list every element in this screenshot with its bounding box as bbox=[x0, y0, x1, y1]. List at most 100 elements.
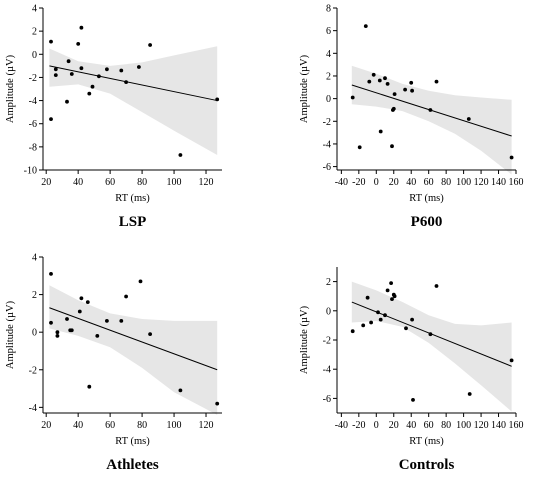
data-point bbox=[403, 87, 407, 92]
panel-title: Controls bbox=[399, 457, 455, 473]
data-point bbox=[361, 323, 366, 328]
data-point bbox=[467, 392, 472, 396]
x-tick-label: 40 bbox=[73, 420, 83, 431]
y-tick-label: -6 bbox=[323, 394, 331, 405]
data-point bbox=[357, 145, 362, 150]
x-tick-label: 80 bbox=[137, 420, 147, 431]
data-point bbox=[79, 66, 84, 71]
data-point bbox=[410, 317, 414, 322]
data-point bbox=[69, 328, 74, 333]
y-tick-label: -2 bbox=[29, 73, 37, 84]
data-point bbox=[138, 279, 143, 284]
y-tick-label: 6 bbox=[326, 26, 331, 37]
y-tick-label: 2 bbox=[32, 290, 37, 301]
data-point bbox=[392, 92, 397, 96]
data-point bbox=[49, 39, 53, 44]
data-point bbox=[434, 79, 439, 84]
y-tick-label: 4 bbox=[32, 253, 37, 264]
x-tick-label: 0 bbox=[374, 420, 379, 431]
y-tick-label: -4 bbox=[323, 365, 331, 376]
data-point bbox=[509, 358, 514, 363]
data-point bbox=[77, 309, 82, 314]
x-tick-label: 20 bbox=[41, 177, 51, 188]
x-tick-label: 40 bbox=[406, 420, 416, 431]
y-axis-label: Amplitude (µV) bbox=[299, 54, 310, 123]
x-axis-label: RT (ms) bbox=[409, 193, 444, 204]
panel-0: -10 -8 -6 -4 -2 0 2 4 20 40 60 80 100 120 RT (ms) Ampli… bbox=[5, 4, 222, 230]
confidence-band bbox=[49, 285, 218, 415]
x-axis-label: RT (ms) bbox=[409, 436, 444, 447]
data-point bbox=[87, 384, 92, 389]
confidence-band bbox=[49, 46, 218, 156]
data-point bbox=[55, 334, 60, 338]
x-axis-label: RT (ms) bbox=[115, 436, 150, 447]
data-point bbox=[367, 79, 372, 84]
data-point bbox=[376, 310, 380, 315]
data-point bbox=[124, 294, 128, 299]
data-point bbox=[509, 155, 514, 160]
data-point bbox=[350, 329, 355, 334]
y-tick-label: -2 bbox=[323, 336, 331, 347]
data-point bbox=[363, 24, 368, 28]
data-point bbox=[428, 108, 433, 112]
data-point bbox=[350, 95, 355, 100]
x-tick-label: 20 bbox=[389, 420, 399, 431]
x-tick-label: 60 bbox=[105, 177, 115, 188]
x-tick-label: -40 bbox=[335, 420, 348, 431]
x-tick-label: 60 bbox=[424, 177, 434, 188]
y-tick-label: -4 bbox=[29, 96, 37, 107]
data-point bbox=[148, 332, 153, 336]
regression-line bbox=[49, 65, 218, 102]
data-point bbox=[137, 65, 141, 69]
data-point bbox=[385, 82, 390, 86]
data-point bbox=[391, 106, 396, 111]
data-point bbox=[383, 313, 387, 318]
data-point bbox=[178, 153, 183, 157]
x-tick-label: 20 bbox=[389, 177, 399, 188]
data-point bbox=[119, 319, 124, 323]
x-tick-label: -20 bbox=[352, 420, 365, 431]
x-tick-label: 100 bbox=[456, 420, 471, 431]
data-point bbox=[124, 80, 128, 84]
data-point bbox=[404, 326, 408, 331]
x-tick-label: 160 bbox=[509, 420, 524, 431]
y-tick-label: 8 bbox=[326, 4, 331, 15]
x-tick-label: 80 bbox=[441, 420, 451, 431]
x-tick-label: 60 bbox=[105, 420, 115, 431]
regression-line bbox=[49, 307, 218, 371]
x-tick-label: -40 bbox=[335, 177, 348, 188]
y-axis-label: Amplitude (µV) bbox=[5, 54, 16, 123]
panel-title: LSP bbox=[119, 214, 147, 230]
x-tick-label: 0 bbox=[374, 177, 379, 188]
data-point bbox=[365, 295, 370, 300]
x-tick-label: 140 bbox=[491, 177, 506, 188]
y-tick-label: 0 bbox=[32, 50, 37, 61]
data-point bbox=[178, 388, 183, 393]
y-tick-label: -10 bbox=[24, 166, 37, 177]
x-tick-label: 40 bbox=[73, 177, 83, 188]
y-tick-label: 4 bbox=[326, 49, 331, 60]
data-point bbox=[383, 76, 387, 81]
data-point bbox=[65, 99, 69, 104]
data-point bbox=[95, 334, 100, 338]
y-tick-label: 4 bbox=[32, 4, 37, 15]
data-point bbox=[392, 294, 397, 299]
data-point bbox=[411, 398, 415, 402]
data-point bbox=[410, 88, 414, 93]
data-point bbox=[85, 300, 90, 304]
y-axis-label: Amplitude (µV) bbox=[299, 305, 310, 374]
confidence-band bbox=[351, 65, 512, 175]
y-tick-label: 0 bbox=[326, 94, 331, 105]
data-point bbox=[378, 129, 383, 134]
data-point bbox=[55, 330, 60, 335]
x-tick-label: 20 bbox=[41, 420, 51, 431]
data-point bbox=[371, 72, 376, 77]
x-tick-label: 120 bbox=[199, 420, 214, 431]
data-point bbox=[97, 74, 101, 79]
data-point bbox=[87, 91, 92, 96]
y-tick-label: -6 bbox=[323, 162, 331, 173]
y-axis-label: Amplitude (µV) bbox=[5, 300, 16, 369]
data-point bbox=[377, 78, 382, 83]
data-point bbox=[49, 320, 53, 325]
